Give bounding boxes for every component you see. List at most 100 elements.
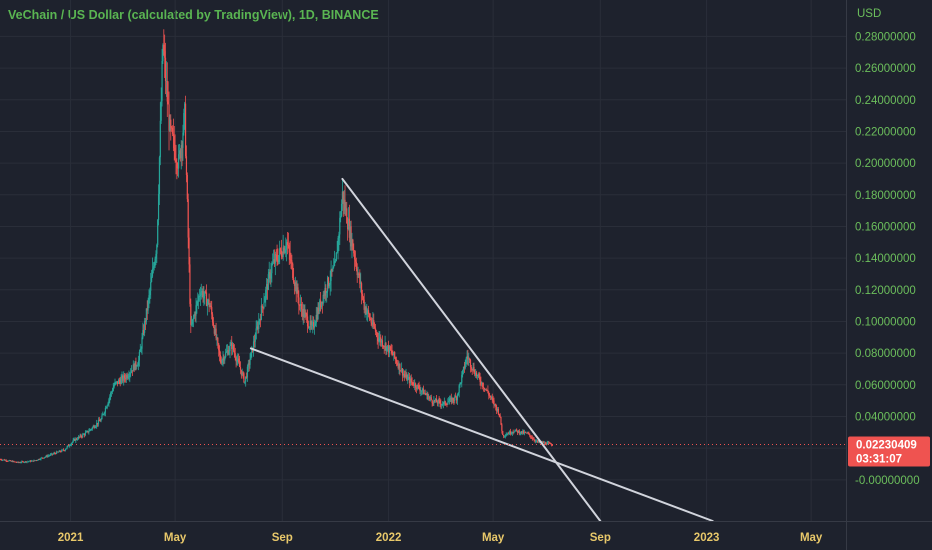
candle-body [122,376,124,381]
candle-body [254,338,256,342]
candle-body [343,199,345,204]
candle-body [442,404,444,406]
candle-body [499,414,501,417]
candle-body [550,443,552,445]
candle-body [172,133,174,136]
candle-body [550,444,553,446]
candle-body [319,300,321,312]
candle-body [116,381,118,383]
candle-body [455,396,457,398]
candle-body [417,384,419,386]
trendline-2[interactable] [249,347,714,522]
candle-body [135,361,137,367]
candle-body [107,403,109,406]
candle-body [49,454,52,456]
candle-body [545,444,547,445]
candle-body [493,400,495,405]
candle-body [223,357,225,361]
candle-body [444,401,446,405]
candle-body [363,299,365,310]
candle-body [55,453,57,455]
candle-body [180,145,182,159]
candle-body [497,408,499,415]
candle-body [449,397,452,399]
candle-body [307,326,310,328]
candle-body [0,459,2,461]
candle-body [275,254,277,255]
candle-body [512,432,514,434]
y-tick-label: 0.16000000 [855,221,916,233]
candle-body [475,372,477,376]
candle-body [105,407,107,409]
candle-body [102,414,104,416]
candle-body [477,374,479,376]
candle-body [228,351,230,355]
candle-body [309,320,311,328]
candle-body [340,216,342,218]
candle-body [232,344,234,349]
candle-body [428,397,430,400]
candle-body [382,346,384,348]
candle-body [233,350,235,354]
candle-body [6,460,8,462]
candle-body [452,398,454,401]
trendlines[interactable] [249,177,714,522]
candle-body [515,429,517,431]
candle-body [57,451,59,453]
candle-body [509,431,511,435]
candle-body [51,453,53,455]
candle-body [126,375,128,378]
candle-body [301,309,303,317]
candle-body [129,373,131,377]
candle-body [113,384,115,388]
candle-body [347,218,350,230]
candle-body [96,422,99,425]
candle-body [446,404,448,406]
candle-body [384,343,386,347]
x-tick-label: 2021 [58,532,84,544]
y-axis[interactable]: 0.28000000 0.26000000 0.24000000 0.22000000… [855,31,920,486]
y-tick-label: 0.06000000 [855,380,916,392]
candle-body [549,443,551,444]
candle-body [345,208,347,211]
candle-body [279,248,282,251]
candle-body [164,51,166,58]
candle-body [125,375,127,380]
candle-body [118,380,120,382]
candle-body [272,259,275,263]
candle-body [45,455,47,457]
candle-body [108,399,110,404]
candle-body [276,254,278,260]
candle-body [523,432,526,434]
candle-body [171,127,173,129]
candle-body [334,261,337,262]
candle-body [397,364,399,369]
candle-body [261,305,263,308]
candle-body [91,427,93,430]
candle-body [311,324,313,326]
candle-body [130,370,133,373]
candle-body [299,305,301,307]
candle-body [436,402,438,404]
candle-body [142,329,144,338]
candle-body [189,264,191,304]
candle-body [440,403,442,406]
candle-body [170,119,172,128]
candle-body [533,439,535,441]
candle-body [171,127,174,134]
candle-body [182,132,184,148]
candle-body [468,358,470,360]
trendline-1[interactable] [341,177,602,522]
candle-body [237,358,239,360]
x-axis[interactable]: 2021 May Sep 2022 May Sep 2023 May [58,532,823,544]
candle-body [484,388,486,390]
candle-body [150,281,152,291]
candle-body [486,389,488,391]
candle-body [219,354,222,363]
candle-body [528,433,530,434]
candle-body [195,305,197,316]
candle-body [394,352,396,358]
candle-body [176,161,178,169]
candle-body [90,429,93,430]
